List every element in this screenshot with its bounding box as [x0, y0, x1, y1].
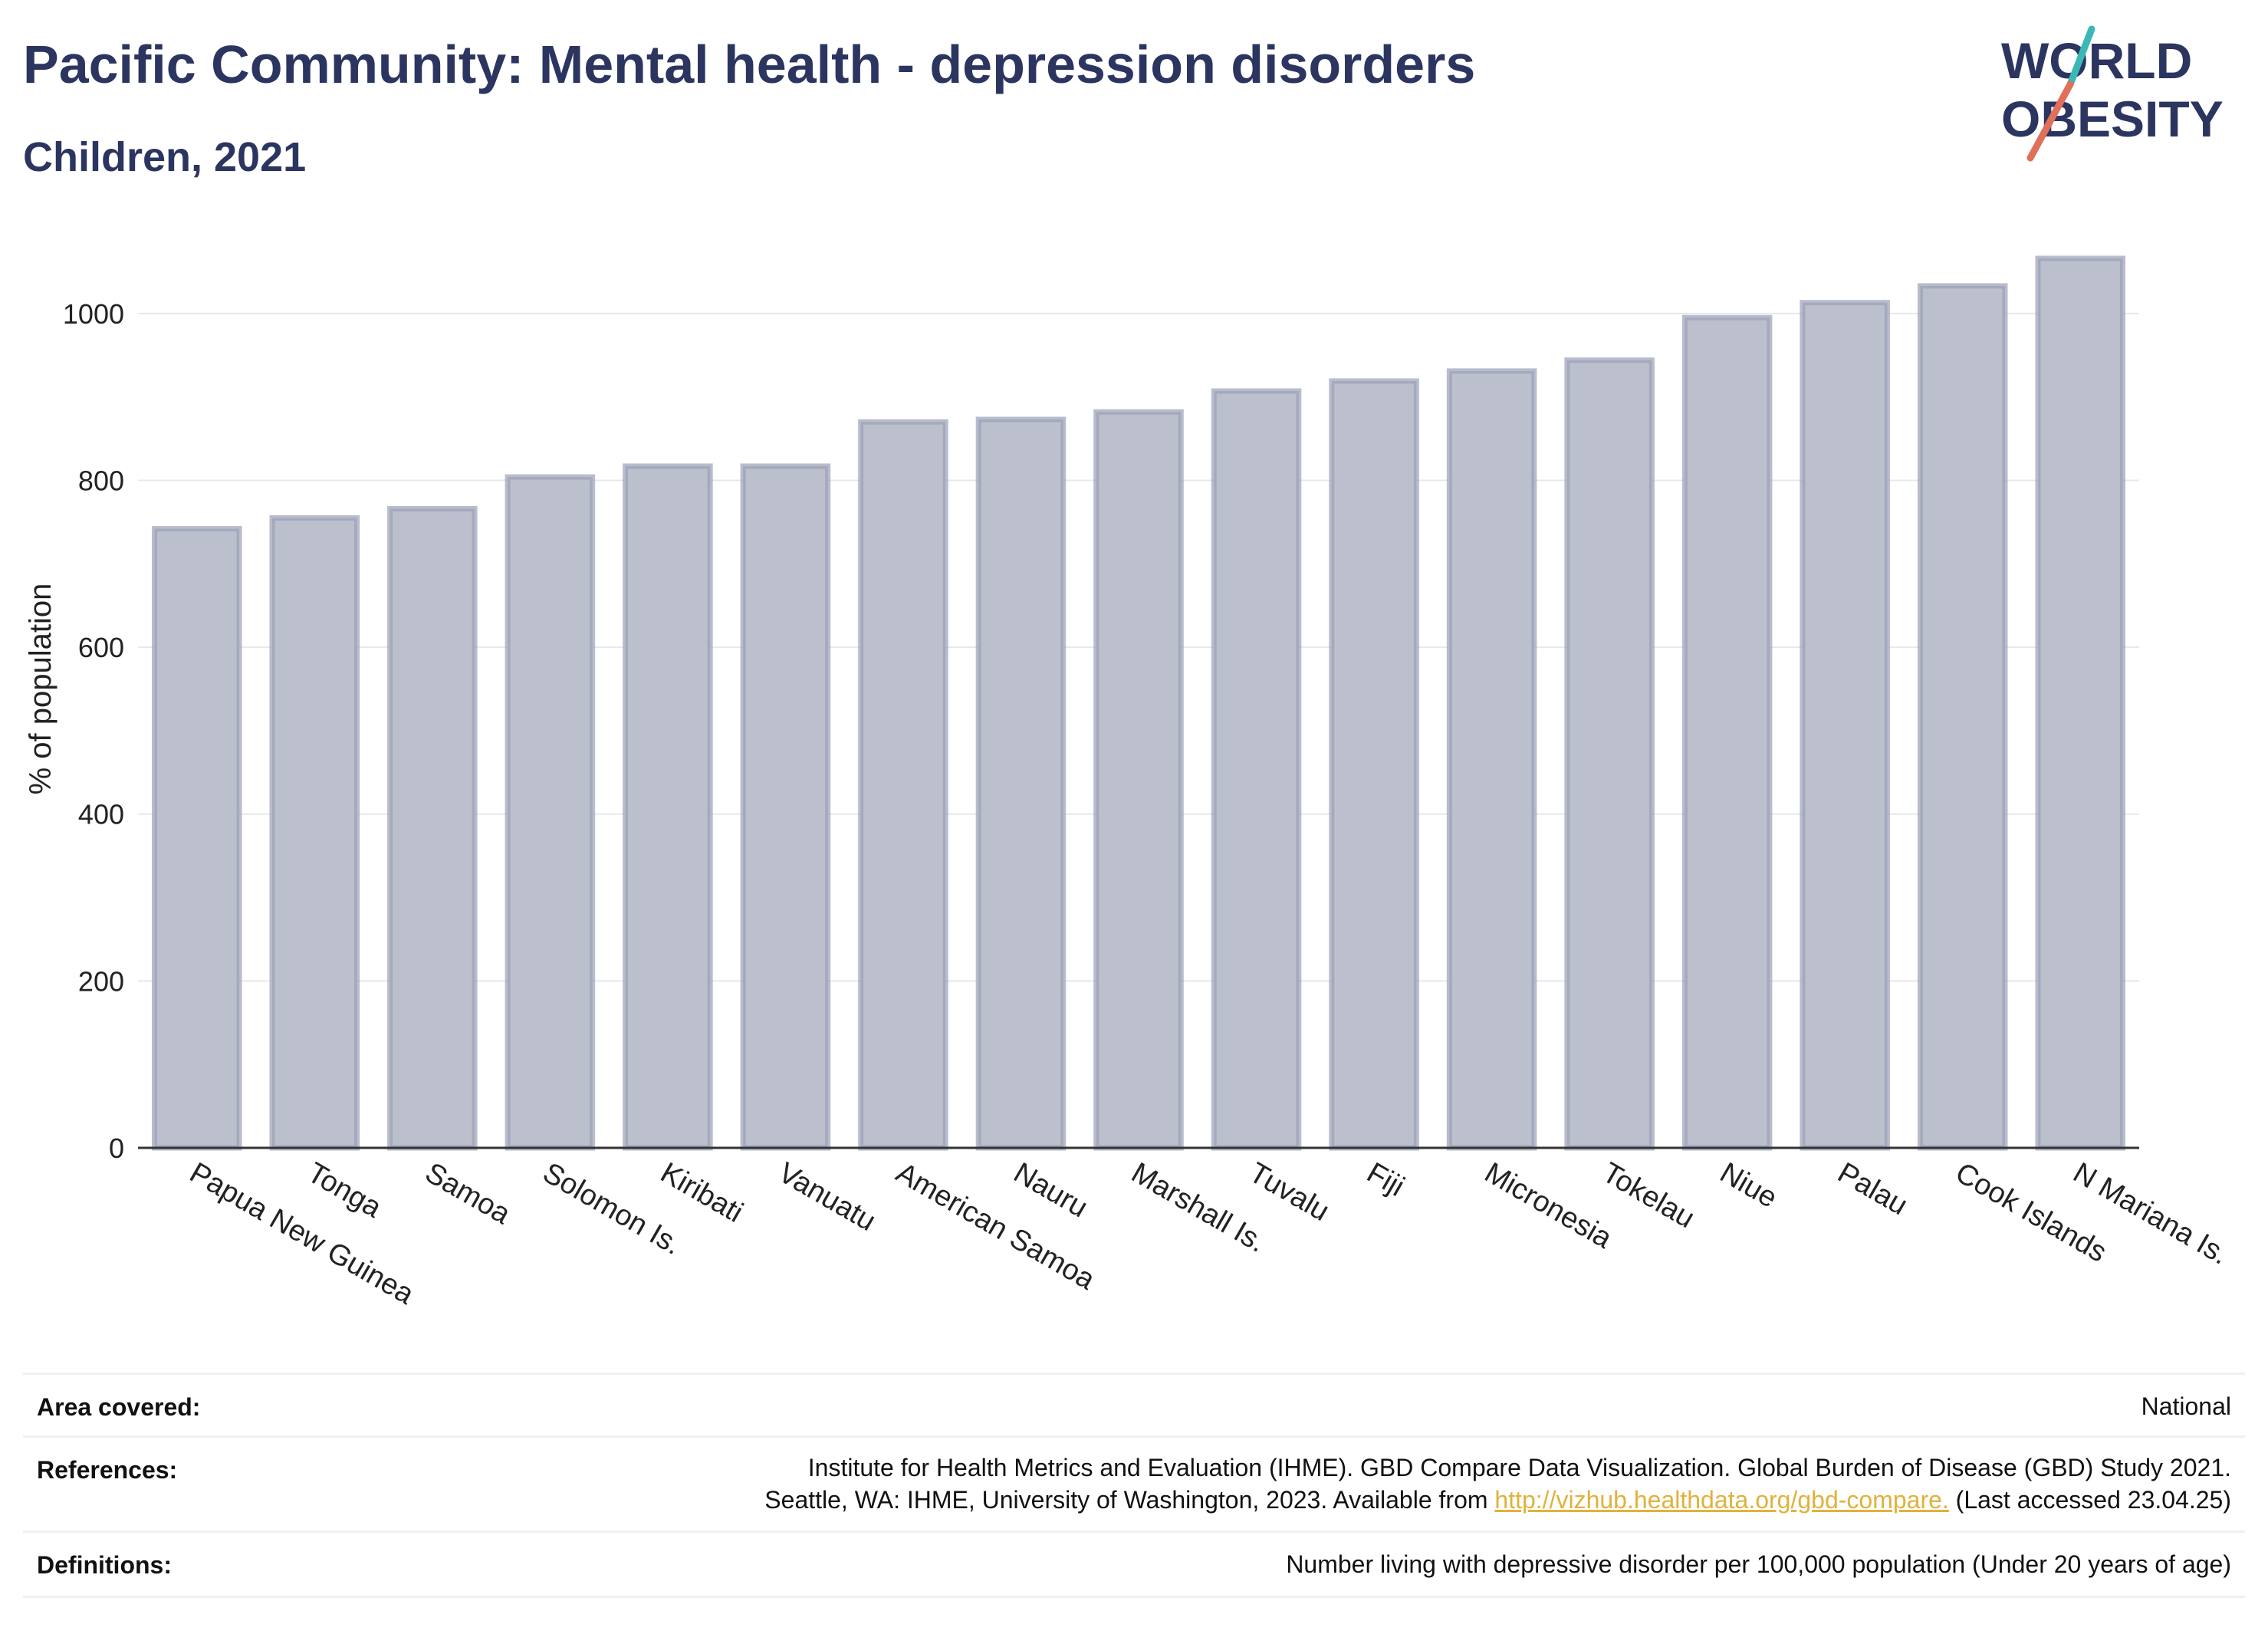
references-link[interactable]: http://vizhub.healthdata.org/gbd-compare… [1494, 1486, 1949, 1514]
x-tick-label: Niue [1714, 1156, 1783, 1214]
bars [151, 255, 2126, 1151]
bar [1564, 357, 1655, 1151]
bar [1800, 300, 1890, 1151]
references-value: Institute for Health Metrics and Evaluat… [764, 1452, 2231, 1516]
y-tick-label: 0 [109, 1133, 124, 1164]
bar [151, 526, 242, 1151]
logo-line1: WORLD [2001, 32, 2192, 89]
y-tick-label: 200 [78, 965, 124, 997]
meta-row-references: References: Institute for Health Metrics… [23, 1435, 2245, 1533]
bar [975, 416, 1067, 1151]
chart-title: Pacific Community: Mental health - depre… [23, 35, 1476, 94]
x-tick-label: Tokelau [1597, 1156, 1700, 1235]
meta-row-area: Area covered: National [23, 1373, 2245, 1438]
y-tick-label: 400 [78, 799, 124, 830]
bar [1917, 283, 2008, 1151]
x-tick-label: Micronesia [1479, 1156, 1618, 1255]
x-tick-label: Kiribati [655, 1156, 748, 1228]
x-tick-label: Samoa [419, 1156, 516, 1231]
x-tick-label: Marshall Is. [1126, 1156, 1271, 1259]
bar [623, 463, 713, 1151]
x-tick-label: Tuvalu [1244, 1156, 1335, 1228]
definitions-label: Definitions: [37, 1551, 172, 1579]
y-tick-labels: 0 200 400 600 800 1000 [63, 298, 124, 1164]
y-tick-label: 800 [78, 465, 124, 496]
chart-subtitle: Children, 2021 [23, 134, 307, 180]
area-label: Area covered: [37, 1393, 201, 1421]
bar [1446, 368, 1537, 1151]
logo-slash-top [2066, 25, 2095, 88]
area-value: National [2141, 1392, 2231, 1420]
references-line2-post: (Last accessed 23.04.25) [1948, 1486, 2231, 1514]
meta-row-definitions: Definitions: Number living with depressi… [23, 1530, 2245, 1598]
world-obesity-logo: WORLD OBESITY [2001, 25, 2224, 162]
logo-slash-bottom [2026, 81, 2074, 162]
x-tick-label: Papua New Guinea [184, 1156, 419, 1311]
bar [1211, 388, 1302, 1151]
references-line1: Institute for Health Metrics and Evaluat… [807, 1454, 2231, 1481]
bar [1681, 314, 1773, 1151]
y-axis-label: % of population [24, 584, 58, 795]
x-tick-label: American Samoa [890, 1156, 1100, 1297]
bar [505, 474, 596, 1151]
bar [740, 463, 831, 1151]
bar [269, 515, 360, 1151]
references-label: References: [37, 1456, 178, 1484]
references-line2: Seattle, WA: IHME, University of Washing… [764, 1484, 2231, 1516]
y-tick-label: 1000 [63, 298, 124, 330]
x-tick-label: Tonga [302, 1156, 387, 1225]
y-tick-label: 600 [78, 632, 124, 663]
x-tick-label: Nauru [1008, 1156, 1093, 1224]
definitions-value: Number living with depressive disorder p… [1286, 1550, 2231, 1578]
references-line2-pre: Seattle, WA: IHME, University of Washing… [764, 1486, 1495, 1514]
bar [858, 419, 948, 1151]
x-tick-label: Fiji [1362, 1156, 1410, 1203]
bar [2035, 255, 2126, 1151]
bar [1329, 378, 1419, 1151]
x-tick-label: Vanuatu [773, 1156, 881, 1238]
bar [387, 505, 478, 1151]
x-tick-label: Palau [1832, 1156, 1913, 1221]
bar [1093, 409, 1184, 1151]
